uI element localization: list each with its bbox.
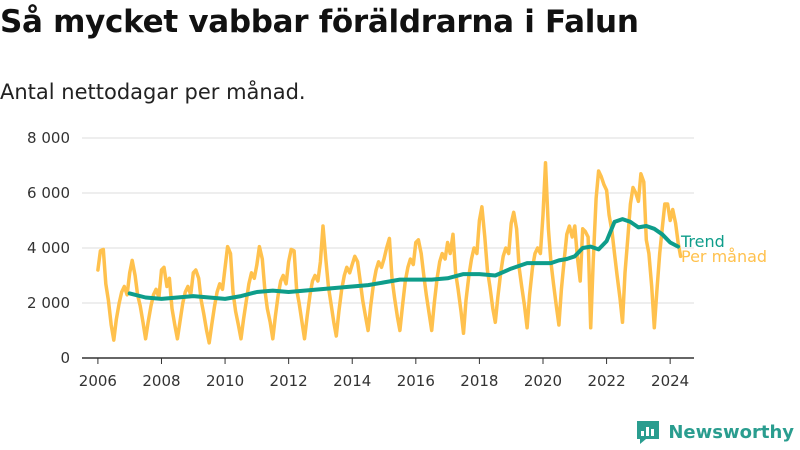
x-tick-label: 2016	[397, 372, 435, 390]
x-tick-label: 2022	[587, 372, 625, 390]
brand-name: Newsworthy	[668, 421, 794, 443]
y-tick-label: 8 000	[27, 129, 70, 147]
x-tick-label: 2008	[142, 372, 180, 390]
series-line-trend	[127, 217, 681, 301]
x-tick-label: 2024	[651, 372, 689, 390]
x-tick-label: 2020	[524, 372, 562, 390]
axes: 0 2 000 4 000 6 000 8 000 2006 2008 2010 2012 201…	[27, 129, 694, 390]
y-tick-label: 0	[60, 349, 70, 367]
chart-title: Så mycket vabbar föräldrarna i Falun	[0, 4, 639, 40]
x-tick-label: 2006	[79, 372, 117, 390]
x-tick-label: 2014	[333, 372, 371, 390]
series-label-per-manad: Per månad	[681, 247, 767, 266]
series-lines	[96, 161, 683, 345]
x-tick-label: 2010	[206, 372, 244, 390]
y-tick-label: 4 000	[27, 239, 70, 257]
x-tick-label: 2012	[270, 372, 308, 390]
y-tick-label: 6 000	[27, 184, 70, 202]
x-tick-label: 2018	[460, 372, 498, 390]
series-line-per-manad	[96, 161, 683, 345]
gridlines	[82, 137, 694, 304]
y-tick-label: 2 000	[27, 294, 70, 312]
chart-subtitle: Antal nettodagar per månad.	[0, 80, 306, 104]
newsworthy-logo-icon	[637, 421, 660, 444]
brand-footer: Newsworthy	[634, 418, 794, 446]
series-label-trend: Trend	[680, 232, 725, 251]
